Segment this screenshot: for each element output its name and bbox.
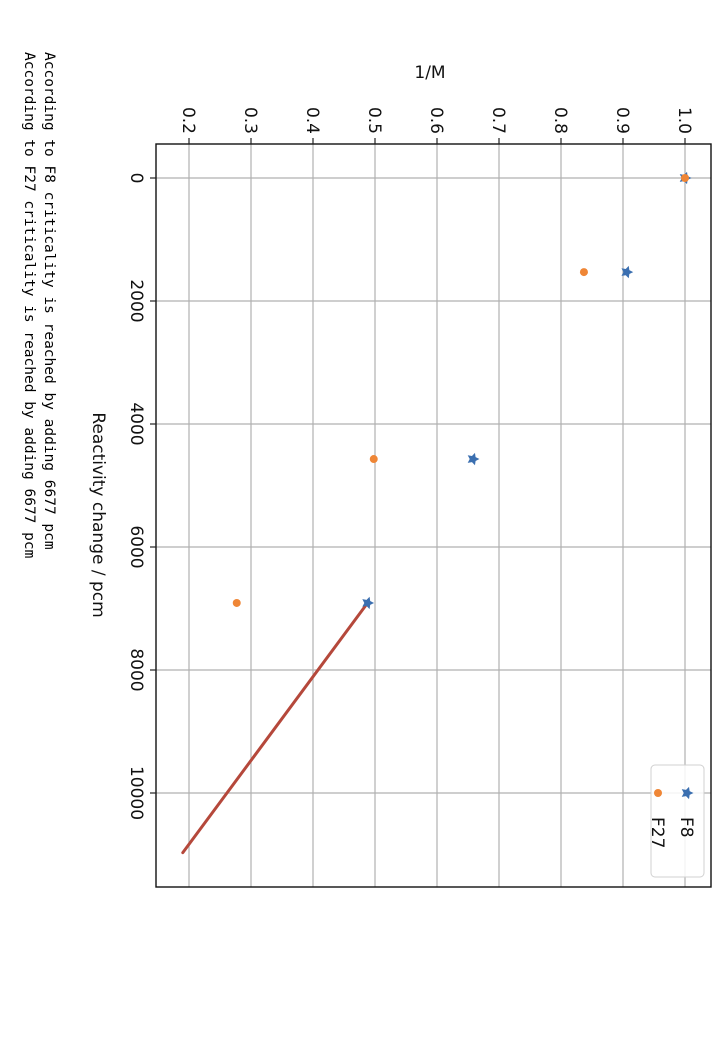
plot-area [155, 143, 712, 888]
axis-ticks: 0 2000 4000 6000 8000 10000 0.2 0.3 0.4 0.5 0.6 0.7… [126, 107, 694, 820]
y-tick-label: 0.3 [240, 107, 260, 134]
legend-star-icon [681, 786, 694, 800]
x-tick-label: 4000 [126, 402, 146, 445]
y-tick-label: 1.0 [674, 107, 694, 134]
f8-point [362, 596, 375, 610]
annotation-line-2: According to F27 criticality is reached … [21, 52, 37, 559]
x-tick-label: 8000 [126, 648, 146, 691]
y-tick-label: 0.9 [612, 107, 632, 134]
axes-frame [155, 143, 712, 888]
y-tick-label: 0.4 [302, 107, 322, 134]
f27-point [369, 455, 378, 464]
y-tick-label: 0.6 [426, 107, 446, 134]
legend-circle-icon [654, 789, 662, 797]
y-tick-label: 0.7 [488, 107, 508, 134]
f27-point [579, 268, 588, 277]
y-tick-label: 0.2 [178, 107, 198, 134]
x-axis-label: Reactivity change / pcm [88, 412, 108, 617]
data-series [181, 171, 692, 855]
x-tick-label: 2000 [126, 279, 146, 322]
legend: F8 F27 [647, 764, 705, 878]
x-tick-label: 10000 [126, 766, 146, 820]
legend-label: F8 [676, 817, 696, 838]
x-tick-label: 0 [126, 173, 146, 184]
y-tick-label: 0.8 [550, 107, 570, 134]
extrapolation-line [181, 601, 370, 855]
annotation-line-1: According to F8 criticality is reached b… [41, 52, 57, 550]
f27-point [232, 598, 241, 607]
x-tick-label: 6000 [126, 525, 146, 568]
f8-point [467, 452, 480, 466]
f8-point [621, 265, 634, 279]
y-axis-label: 1/M [414, 63, 445, 83]
f27-point [681, 174, 689, 182]
y-tick-label: 0.5 [364, 107, 384, 134]
legend-label: F27 [647, 817, 667, 848]
